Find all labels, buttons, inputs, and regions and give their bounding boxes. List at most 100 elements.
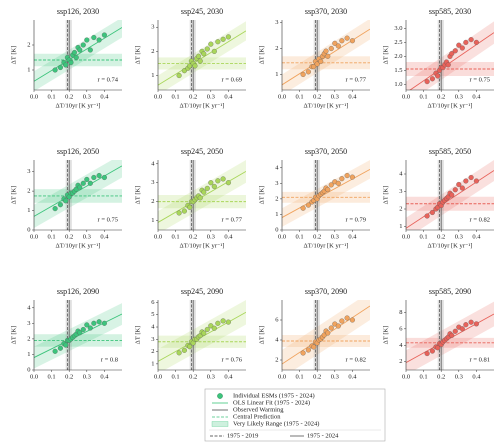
panel: 0.0 0.1 0.2 0.3 0.4 1 2 3 4 ssp245, 2050 ΔT/10yr [… — [134, 147, 246, 249]
legend: Individual ESMs (1975 - 2024)OLS Linear … — [204, 388, 386, 442]
x-tick-label: 0.1 — [48, 233, 56, 240]
y-tick-label: 1 — [151, 72, 154, 79]
x-tick-label: 0.2 — [313, 233, 321, 240]
likely-range — [282, 335, 370, 347]
panel: 0.0 0.1 0.2 0.3 0.4 1 2 3 4 ssp585, 2050 ΔT/10yr [… — [382, 147, 494, 249]
plot-area — [282, 300, 370, 370]
legend-label: 1975 - 2019 — [227, 432, 258, 439]
y-tick-label: 3 — [151, 179, 154, 186]
panel-title: ssp585, 2090 — [429, 287, 471, 296]
point — [220, 36, 226, 42]
x-axis-label: ΔT/10yr [K yr⁻¹] — [180, 242, 225, 249]
y-tick-label: 4 — [275, 164, 279, 171]
point — [344, 173, 350, 179]
point — [435, 73, 441, 79]
x-tick-label: 0.4 — [224, 93, 233, 100]
x-tick-label: 0.3 — [207, 93, 215, 100]
point — [305, 202, 311, 208]
point — [452, 328, 458, 334]
point — [459, 185, 465, 191]
likely-range — [158, 195, 246, 209]
point — [314, 61, 320, 67]
y-tick-label: 2 — [27, 188, 30, 195]
point — [473, 39, 479, 45]
x-tick-label: 0.1 — [48, 373, 56, 380]
x-tick-label: 0.2 — [437, 233, 445, 240]
plot-area — [282, 20, 370, 90]
point — [91, 34, 97, 41]
point — [335, 323, 341, 329]
point — [468, 174, 474, 181]
x-tick-label: 0.0 — [402, 93, 410, 100]
point — [445, 62, 451, 68]
x-axis-label: ΔT/10yr [K yr⁻¹] — [56, 242, 101, 249]
x-tick-label: 0.0 — [30, 93, 38, 100]
y-tick-label: 1 — [275, 71, 278, 78]
point — [215, 178, 221, 184]
panel-title: ssp245, 2090 — [181, 287, 223, 296]
x-tick-label: 0.2 — [437, 373, 445, 380]
panel: 0.0 0.1 0.2 0.3 0.4 0 1 2 3 4 ssp370, 2050 ΔT/10yr … — [258, 147, 370, 249]
point — [468, 37, 474, 43]
legend-marker — [217, 393, 223, 399]
y-tick-label: 1 — [399, 223, 402, 230]
plot-area — [158, 160, 246, 230]
y-tick-label: 6 — [275, 316, 279, 323]
point — [80, 42, 86, 48]
x-tick-label: 0.1 — [296, 233, 304, 240]
y-tick-label: 3 — [275, 19, 278, 26]
y-axis-label: ΔT [K] — [382, 186, 389, 205]
point — [195, 53, 202, 59]
y-tick-label: 2 — [27, 41, 30, 48]
point — [456, 42, 462, 48]
point — [52, 206, 58, 212]
x-tick-label: 0.2 — [65, 233, 73, 240]
point — [201, 51, 207, 57]
point — [339, 176, 345, 182]
y-axis-label: ΔT [K] — [10, 186, 17, 205]
fit-line — [282, 168, 370, 218]
point — [192, 63, 198, 69]
fit-line — [406, 170, 494, 229]
point — [87, 47, 93, 53]
point — [201, 330, 207, 336]
x-tick-label: 0.3 — [207, 373, 215, 380]
point — [429, 76, 435, 82]
point — [220, 176, 226, 182]
point — [335, 43, 341, 49]
y-tick-label: 8 — [399, 309, 402, 316]
y-tick-label: 2 — [275, 356, 278, 363]
y-tick-label: 1 — [275, 211, 278, 218]
point — [225, 34, 231, 40]
x-tick-label: 0.2 — [437, 93, 445, 100]
legend-label: Individual ESMs (1975 - 2024) — [233, 392, 315, 399]
y-tick-label: 1 — [151, 217, 154, 224]
point — [349, 38, 355, 44]
likely-range — [282, 191, 370, 203]
y-tick-label: 4 — [151, 160, 155, 167]
point — [349, 317, 355, 323]
y-tick-label: 2 — [399, 358, 402, 365]
x-axis-label: ΔT/10yr [K yr⁻¹] — [56, 102, 101, 109]
point — [77, 184, 83, 190]
y-tick-label: 1.5 — [394, 67, 402, 74]
plot-area — [34, 160, 122, 230]
x-tick-label: 0.3 — [207, 233, 215, 240]
y-axis-label: ΔT [K] — [10, 326, 17, 345]
point — [71, 49, 78, 56]
annotation: r = 0.76 — [222, 356, 243, 363]
y-tick-label: 3 — [27, 320, 30, 327]
y-tick-label: 1 — [151, 360, 154, 367]
annotation: r = 0.81 — [470, 356, 490, 363]
fit-line — [409, 32, 494, 90]
x-tick-label: 0.4 — [100, 233, 109, 240]
point — [459, 45, 465, 51]
point — [225, 319, 231, 325]
point — [211, 325, 217, 331]
point — [187, 344, 193, 350]
point — [215, 320, 221, 326]
point — [204, 185, 210, 191]
x-tick-label: 0.2 — [189, 373, 197, 380]
y-tick-label: 2 — [151, 348, 154, 355]
point — [87, 325, 93, 331]
